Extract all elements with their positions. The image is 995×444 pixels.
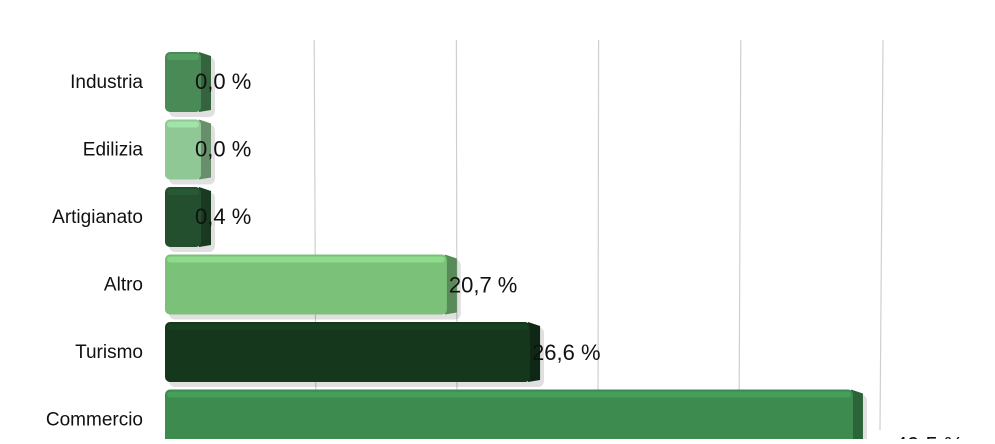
- category-label: Edilizia: [83, 140, 144, 161]
- value-label: 26,6 %: [532, 340, 601, 365]
- category-label: Turismo: [75, 342, 143, 363]
- category-label: Industria: [70, 72, 143, 93]
- gridline: [738, 39, 742, 431]
- bar-side: [199, 119, 211, 180]
- value-label: 0,0 %: [195, 69, 251, 94]
- bars-layer: [165, 52, 867, 444]
- bar: [165, 52, 201, 112]
- bar-highlight: [167, 121, 199, 128]
- value-label: 20,7 %: [449, 273, 518, 298]
- bar-highlight: [167, 189, 199, 195]
- value-label: 49,5 %: [895, 433, 964, 440]
- bar-highlight: [167, 324, 529, 330]
- category-label: Commercio: [46, 410, 143, 431]
- bar-highlight: [167, 256, 445, 263]
- bar-highlight: [167, 54, 199, 60]
- value-label: 0,0 %: [195, 137, 251, 162]
- gridline: [597, 39, 600, 431]
- bar-side: [444, 254, 457, 315]
- bar: [165, 389, 853, 444]
- bar-side: [199, 52, 211, 112]
- bar-side: [528, 322, 541, 382]
- gridline: [879, 39, 884, 431]
- value-label: 0,4 %: [195, 204, 251, 229]
- bar: [165, 322, 531, 382]
- labels-layer: Industria 0,0 % Edilizia 0,0 % Artigianato 0,…: [46, 69, 964, 444]
- bar-highlight: [167, 391, 851, 398]
- bar: [165, 254, 447, 315]
- bar: [165, 187, 201, 247]
- bar-side: [850, 389, 863, 444]
- bar: [165, 119, 201, 180]
- category-label: Altro: [104, 275, 143, 296]
- category-label: Artigianato: [52, 207, 143, 228]
- bar-side: [199, 187, 211, 247]
